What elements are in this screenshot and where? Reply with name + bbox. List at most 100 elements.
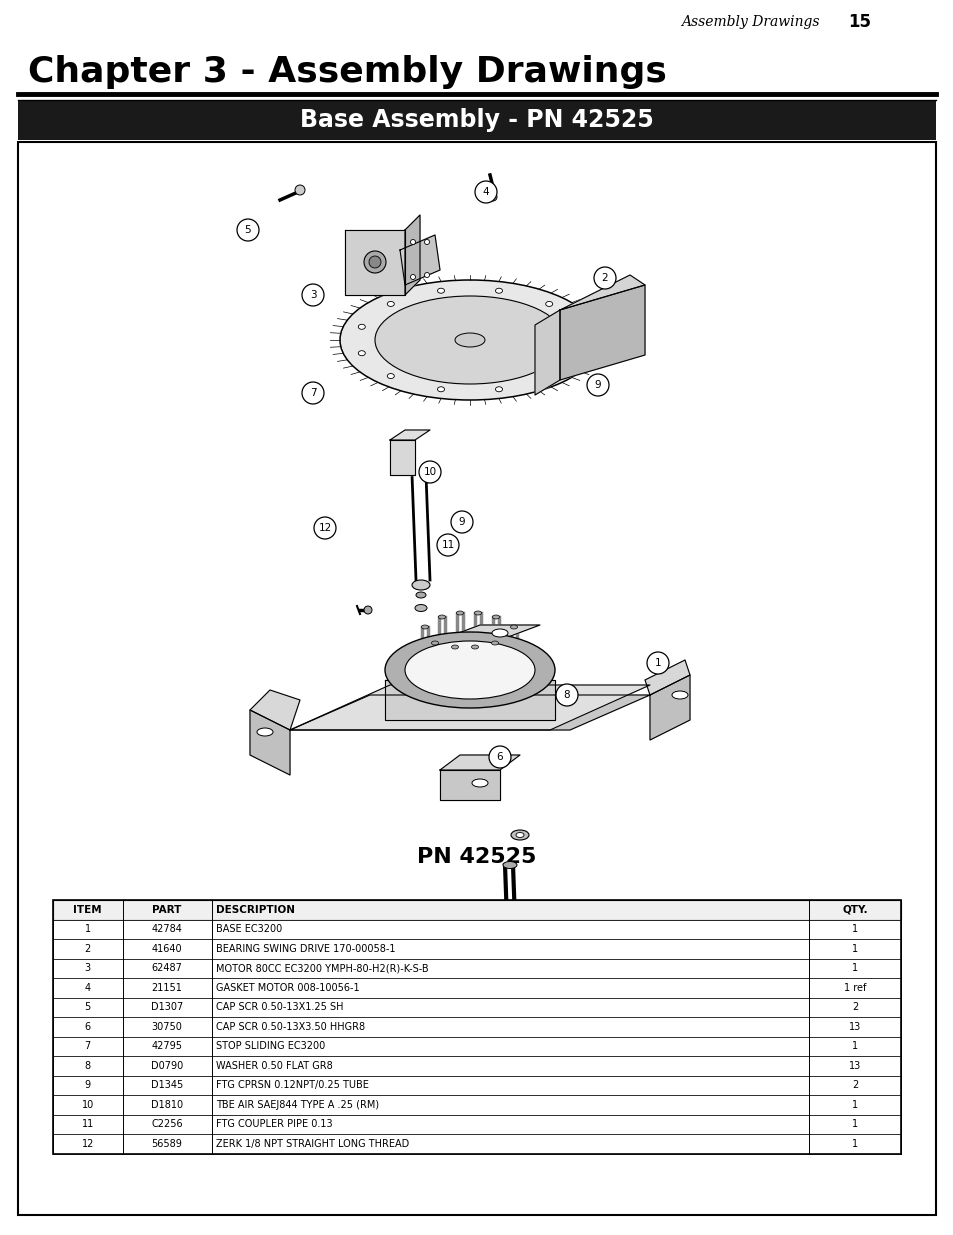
- Bar: [53, 958, 900, 978]
- Text: DESCRIPTION: DESCRIPTION: [215, 905, 294, 915]
- Text: BEARING SWING DRIVE 170-00058-1: BEARING SWING DRIVE 170-00058-1: [215, 944, 395, 953]
- Ellipse shape: [491, 641, 498, 645]
- Circle shape: [236, 219, 258, 241]
- Bar: [53, 1056, 900, 1076]
- Ellipse shape: [437, 288, 444, 293]
- Ellipse shape: [387, 301, 394, 306]
- Text: 10: 10: [82, 1099, 93, 1110]
- Bar: [53, 1036, 900, 1056]
- Text: 1: 1: [654, 658, 660, 668]
- Ellipse shape: [387, 373, 394, 379]
- Text: Chapter 3 - Assembly Drawings: Chapter 3 - Assembly Drawings: [28, 56, 666, 89]
- Polygon shape: [439, 769, 499, 800]
- Text: 1: 1: [851, 1119, 858, 1129]
- Polygon shape: [559, 275, 644, 310]
- Text: 30750: 30750: [152, 1021, 182, 1031]
- Circle shape: [489, 193, 497, 201]
- Text: 2: 2: [601, 273, 608, 283]
- Text: 6: 6: [497, 752, 503, 762]
- Bar: [53, 900, 900, 920]
- Ellipse shape: [516, 832, 523, 837]
- Ellipse shape: [369, 256, 380, 268]
- Polygon shape: [439, 625, 539, 640]
- Polygon shape: [290, 685, 649, 730]
- Text: BASE EC3200: BASE EC3200: [215, 924, 281, 934]
- Polygon shape: [290, 695, 649, 730]
- Polygon shape: [559, 285, 644, 380]
- Ellipse shape: [471, 645, 478, 650]
- Text: 1 ref: 1 ref: [843, 983, 865, 993]
- Text: CAP SCR 0.50-13X1.25 SH: CAP SCR 0.50-13X1.25 SH: [215, 1003, 343, 1013]
- Ellipse shape: [437, 387, 444, 391]
- Text: 13: 13: [848, 1021, 861, 1031]
- Polygon shape: [405, 215, 419, 295]
- Circle shape: [302, 284, 324, 306]
- Ellipse shape: [510, 625, 517, 629]
- Text: Assembly Drawings: Assembly Drawings: [680, 15, 820, 28]
- Text: 10: 10: [423, 467, 436, 477]
- Text: 15: 15: [847, 14, 870, 31]
- Circle shape: [302, 382, 324, 404]
- Text: 6: 6: [85, 1021, 91, 1031]
- Ellipse shape: [545, 301, 552, 306]
- Text: STOP SLIDING EC3200: STOP SLIDING EC3200: [215, 1041, 324, 1051]
- Text: FTG COUPLER PIPE 0.13: FTG COUPLER PIPE 0.13: [215, 1119, 332, 1129]
- Bar: [53, 1095, 900, 1114]
- Circle shape: [475, 182, 497, 203]
- Text: GASKET MOTOR 008-10056-1: GASKET MOTOR 008-10056-1: [215, 983, 359, 993]
- Circle shape: [586, 374, 608, 396]
- Ellipse shape: [474, 611, 481, 615]
- Ellipse shape: [495, 387, 502, 391]
- Text: 3: 3: [85, 963, 91, 973]
- Ellipse shape: [358, 351, 365, 356]
- Text: QTY.: QTY.: [841, 905, 867, 915]
- Text: 1: 1: [851, 963, 858, 973]
- Ellipse shape: [431, 641, 438, 645]
- Ellipse shape: [574, 325, 581, 330]
- Text: TBE AIR SAEJ844 TYPE A .25 (RM): TBE AIR SAEJ844 TYPE A .25 (RM): [215, 1099, 378, 1110]
- Ellipse shape: [495, 288, 502, 293]
- Ellipse shape: [256, 727, 273, 736]
- Ellipse shape: [405, 641, 535, 699]
- Text: C2256: C2256: [152, 1119, 183, 1129]
- Polygon shape: [399, 235, 439, 285]
- Text: Base Assembly - PN 42525: Base Assembly - PN 42525: [300, 107, 653, 132]
- Text: 13: 13: [848, 1061, 861, 1071]
- Text: PN 42525: PN 42525: [416, 847, 537, 867]
- Text: 11: 11: [82, 1119, 93, 1129]
- Circle shape: [556, 684, 578, 706]
- Ellipse shape: [671, 692, 687, 699]
- Polygon shape: [345, 230, 405, 295]
- Text: 1: 1: [851, 1099, 858, 1110]
- Bar: [53, 920, 900, 939]
- Text: 56589: 56589: [152, 1139, 182, 1149]
- Polygon shape: [649, 676, 689, 740]
- Ellipse shape: [502, 862, 517, 868]
- Polygon shape: [644, 659, 689, 695]
- Text: PART: PART: [152, 905, 182, 915]
- Polygon shape: [250, 690, 299, 730]
- Ellipse shape: [416, 592, 426, 598]
- Ellipse shape: [511, 830, 529, 840]
- Ellipse shape: [455, 333, 484, 347]
- Ellipse shape: [574, 351, 581, 356]
- Text: 1: 1: [851, 1041, 858, 1051]
- Ellipse shape: [339, 280, 599, 400]
- Text: 8: 8: [563, 690, 570, 700]
- Ellipse shape: [375, 296, 564, 384]
- Text: 4: 4: [482, 186, 489, 198]
- Text: D1307: D1307: [151, 1003, 183, 1013]
- Circle shape: [451, 511, 473, 534]
- Ellipse shape: [472, 779, 488, 787]
- Polygon shape: [250, 710, 290, 776]
- Text: 1: 1: [85, 924, 91, 934]
- Text: 12: 12: [318, 522, 332, 534]
- Bar: [18, 100, 935, 140]
- Circle shape: [489, 746, 511, 768]
- Text: 7: 7: [85, 1041, 91, 1051]
- Ellipse shape: [364, 251, 386, 273]
- Circle shape: [418, 461, 440, 483]
- Circle shape: [594, 267, 616, 289]
- Circle shape: [294, 185, 305, 195]
- Text: ZERK 1/8 NPT STRAIGHT LONG THREAD: ZERK 1/8 NPT STRAIGHT LONG THREAD: [215, 1139, 409, 1149]
